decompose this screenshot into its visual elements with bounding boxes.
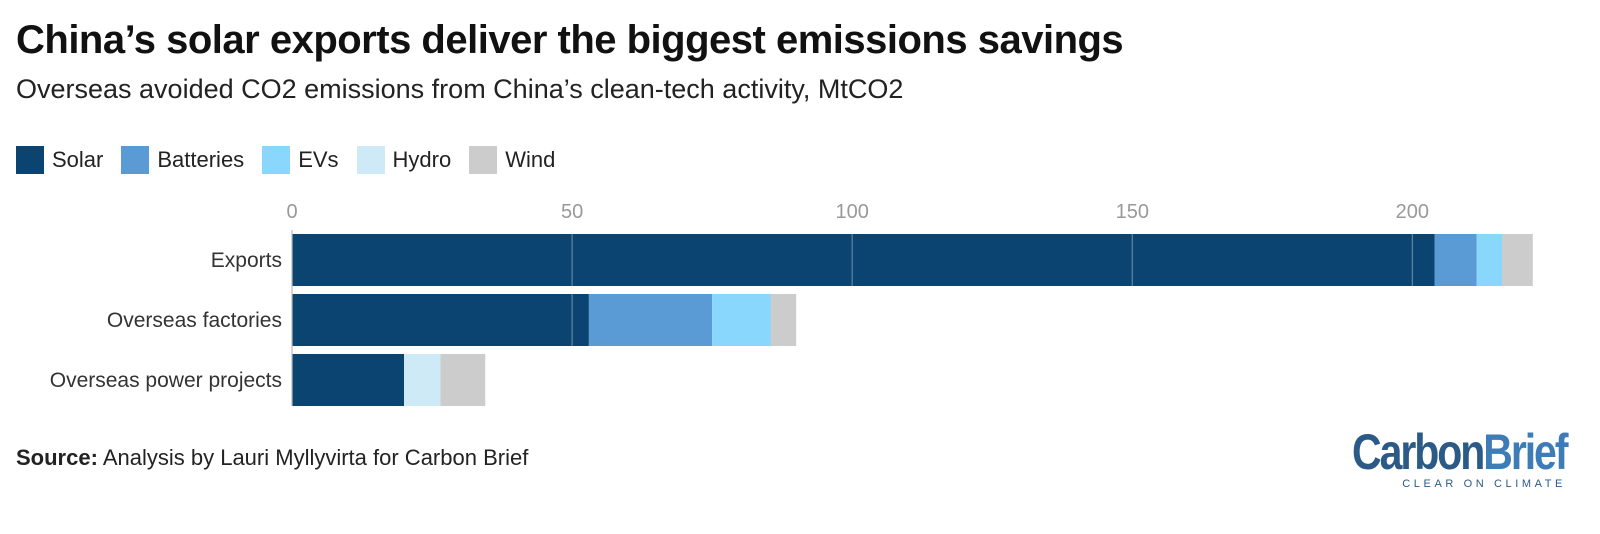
- legend-label: EVs: [298, 147, 339, 172]
- legend-item-evs: EVs: [262, 146, 339, 174]
- legend-item-solar: Solar: [16, 146, 103, 174]
- legend-swatch: [356, 146, 385, 174]
- category-label: Overseas power projects: [50, 369, 282, 392]
- bar-segment-wind: [1501, 234, 1533, 286]
- legend-label: Wind: [505, 147, 556, 172]
- logo-carbon: Carbon: [1351, 424, 1485, 480]
- logo-tagline: CLEAR ON CLIMATE: [1402, 478, 1566, 490]
- source-note: Source: Analysis by Lauri Myllyvirta for…: [16, 445, 528, 471]
- bar-segment-solar: [292, 354, 405, 406]
- x-tick-label: 200: [1396, 201, 1429, 223]
- chart-subtitle: Overseas avoided CO2 emissions from Chin…: [16, 74, 904, 104]
- bar-segment-batteries: [1434, 234, 1477, 286]
- legend-swatch: [469, 146, 498, 174]
- chart-title: China’s solar exports deliver the bigges…: [16, 18, 1124, 62]
- legend-label: Hydro: [392, 147, 452, 172]
- legend-label: Solar: [52, 147, 104, 172]
- category-label: Overseas factories: [107, 309, 282, 332]
- logo-wordmark: CarbonBrief: [1352, 427, 1568, 477]
- bar-segment-hydro: [404, 354, 441, 406]
- logo-brief: Brief: [1482, 424, 1568, 480]
- bar-segment-batteries: [588, 294, 713, 346]
- legend-swatch: [16, 146, 44, 174]
- bar-segment-wind: [440, 354, 486, 406]
- source-text: Analysis by Lauri Myllyvirta for Carbon …: [102, 445, 529, 470]
- bar-chart: 0 50 100 150 200 Exports Overseas factories Ove…: [50, 201, 1533, 406]
- bar-segment-evs: [1476, 234, 1502, 286]
- carbon-brief-logo: CarbonBrief CLEAR ON CLIMATE: [1305, 427, 1568, 490]
- legend-label: Batteries: [157, 147, 245, 172]
- legend-swatch: [121, 146, 150, 174]
- legend-item-batteries: Batteries: [121, 146, 244, 174]
- bar-segment-solar: [292, 294, 589, 346]
- legend-item-wind: Wind: [469, 146, 555, 174]
- source-label: Source:: [16, 445, 98, 470]
- category-label: Exports: [211, 249, 282, 272]
- x-tick-label: 0: [286, 201, 297, 223]
- x-tick-label: 50: [561, 201, 583, 223]
- x-tick-label: 100: [835, 201, 868, 223]
- x-tick-label: 150: [1116, 201, 1149, 223]
- legend: Solar Batteries EVs Hydro Wind: [16, 146, 573, 174]
- bar-segment-evs: [712, 294, 771, 346]
- bar-segment-wind: [770, 294, 797, 346]
- legend-swatch: [262, 146, 291, 174]
- legend-item-hydro: Hydro: [356, 146, 452, 174]
- bar-segment-solar: [292, 234, 1435, 286]
